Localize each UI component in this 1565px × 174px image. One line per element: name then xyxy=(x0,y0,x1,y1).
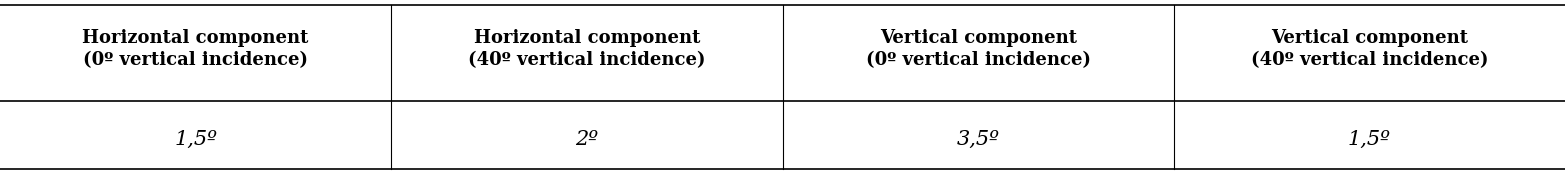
Text: 2º: 2º xyxy=(576,130,598,149)
Text: Vertical component
(40º vertical incidence): Vertical component (40º vertical inciden… xyxy=(1250,29,1488,69)
Text: 1,5º: 1,5º xyxy=(174,130,218,149)
Text: Horizontal component
(0º vertical incidence): Horizontal component (0º vertical incide… xyxy=(83,29,308,69)
Text: Vertical component
(0º vertical incidence): Vertical component (0º vertical incidenc… xyxy=(865,29,1091,69)
Text: 3,5º: 3,5º xyxy=(956,130,1000,149)
Text: Horizontal component
(40º vertical incidence): Horizontal component (40º vertical incid… xyxy=(468,29,706,69)
Text: 1,5º: 1,5º xyxy=(1347,130,1391,149)
